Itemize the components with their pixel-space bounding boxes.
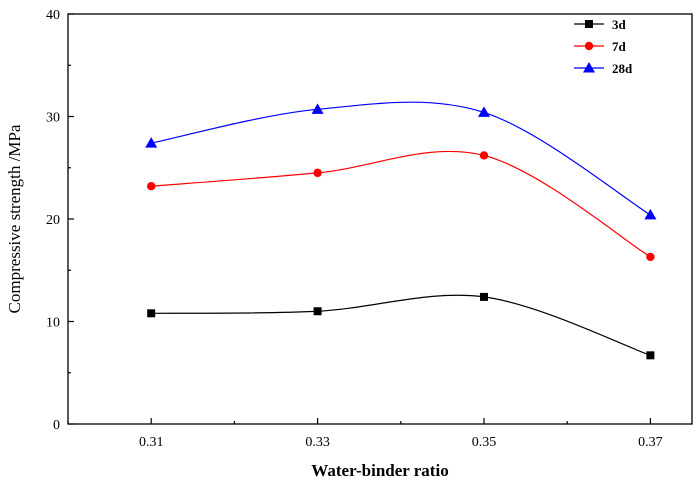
y-tick-label: 30	[46, 111, 60, 126]
y-axis-title: Compressive strength /MPa	[5, 124, 24, 313]
y-tick-label: 0	[53, 418, 60, 433]
data-point-28d	[644, 208, 657, 220]
data-point-7d	[479, 151, 489, 160]
fit-curve-3d	[151, 294, 651, 356]
legend-label-7d: 7d	[612, 39, 627, 54]
data-markers	[145, 103, 657, 360]
x-tick-label: 0.33	[305, 435, 330, 450]
fit-curve-7d	[151, 150, 651, 258]
data-point-28d	[311, 103, 324, 114]
x-tick-label: 0.31	[139, 435, 164, 450]
plot-frame	[67, 13, 693, 425]
legend-marker-3d	[585, 20, 593, 28]
fit-curves	[151, 101, 651, 356]
y-tick-label: 20	[46, 213, 60, 228]
fit-curve-28d	[151, 101, 651, 216]
x-tick-label: 0.37	[638, 435, 663, 450]
data-point-28d	[145, 137, 158, 148]
legend-label-3d: 3d	[612, 17, 627, 32]
data-point-28d	[478, 106, 490, 117]
data-point-3d	[313, 307, 322, 316]
x-tick-label: 0.35	[472, 435, 497, 450]
y-tick-label: 10	[46, 316, 60, 331]
axes: 0 10 20 30 40 0.31 0.33 0.35 0.37	[46, 8, 693, 450]
data-point-3d	[646, 351, 655, 360]
data-point-3d	[147, 309, 156, 318]
legend-label-28d: 28d	[612, 61, 633, 76]
data-point-3d	[480, 292, 488, 301]
legend-marker-28d	[583, 62, 595, 73]
legend: 3d 7d 28d	[574, 17, 633, 76]
y-tick-label: 40	[46, 8, 60, 23]
legend-marker-7d	[584, 41, 594, 51]
data-point-7d	[313, 168, 322, 178]
x-axis-title: Water-binder ratio	[311, 461, 448, 480]
data-point-7d	[147, 182, 156, 191]
data-point-7d	[646, 252, 655, 262]
